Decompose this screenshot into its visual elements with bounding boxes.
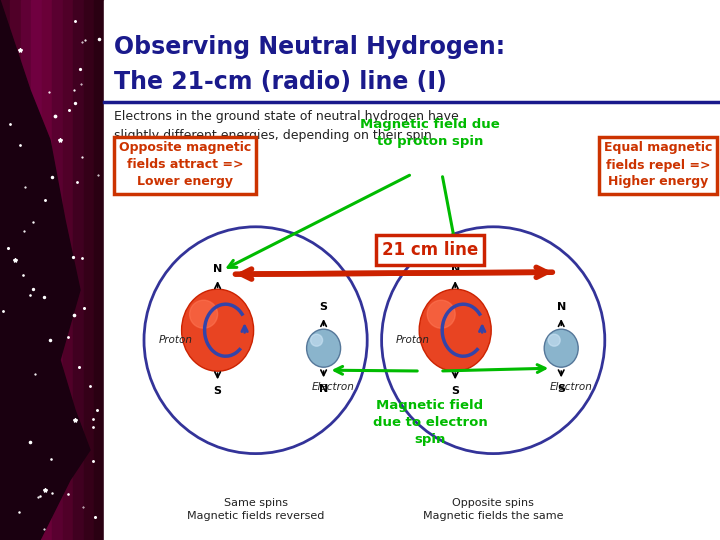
Bar bbox=[32, 0, 42, 540]
Bar bbox=[94, 0, 104, 540]
Ellipse shape bbox=[548, 334, 560, 346]
Text: Proton: Proton bbox=[396, 335, 431, 345]
Text: Opposite magnetic
fields attract =>
Lower energy: Opposite magnetic fields attract => Lowe… bbox=[119, 141, 251, 188]
Text: Electron: Electron bbox=[550, 382, 593, 392]
Text: The 21-cm (radio) line (I): The 21-cm (radio) line (I) bbox=[114, 70, 447, 94]
Text: Proton: Proton bbox=[158, 335, 193, 345]
Bar bbox=[52, 0, 63, 540]
Bar bbox=[0, 0, 104, 540]
Bar bbox=[42, 0, 52, 540]
Ellipse shape bbox=[307, 329, 341, 367]
Text: S: S bbox=[320, 302, 328, 312]
Bar bbox=[84, 0, 94, 540]
Ellipse shape bbox=[544, 329, 578, 367]
Text: Observing Neutral Hydrogen:: Observing Neutral Hydrogen: bbox=[114, 35, 505, 59]
Text: Same spins
Magnetic fields reversed: Same spins Magnetic fields reversed bbox=[187, 498, 324, 521]
Bar bbox=[73, 0, 84, 540]
Text: Magnetic field
due to electron
spin: Magnetic field due to electron spin bbox=[373, 399, 487, 446]
Text: Magnetic field due
to proton spin: Magnetic field due to proton spin bbox=[360, 118, 500, 148]
Text: Equal magnetic
fields repel =>
Higher energy: Equal magnetic fields repel => Higher en… bbox=[604, 141, 712, 188]
Bar bbox=[21, 0, 32, 540]
Text: S: S bbox=[214, 386, 222, 396]
Ellipse shape bbox=[427, 300, 455, 328]
Text: S: S bbox=[451, 386, 459, 396]
Ellipse shape bbox=[181, 289, 253, 371]
Text: N: N bbox=[557, 302, 566, 312]
Text: 21 cm line: 21 cm line bbox=[382, 241, 478, 259]
Bar bbox=[63, 0, 73, 540]
Text: N: N bbox=[213, 264, 222, 274]
Text: N: N bbox=[319, 384, 328, 394]
Ellipse shape bbox=[189, 300, 217, 328]
Text: S: S bbox=[557, 384, 565, 394]
Text: Opposite spins
Magnetic fields the same: Opposite spins Magnetic fields the same bbox=[423, 498, 564, 521]
Ellipse shape bbox=[310, 334, 323, 346]
Bar bbox=[0, 0, 10, 540]
Bar bbox=[104, 0, 720, 540]
Text: Electron: Electron bbox=[312, 382, 355, 392]
Polygon shape bbox=[0, 0, 90, 540]
Text: N: N bbox=[451, 264, 460, 274]
Bar bbox=[10, 0, 21, 540]
Text: Electrons in the ground state of neutral hydrogen have
slightly different energi: Electrons in the ground state of neutral… bbox=[114, 110, 459, 161]
Ellipse shape bbox=[419, 289, 491, 371]
